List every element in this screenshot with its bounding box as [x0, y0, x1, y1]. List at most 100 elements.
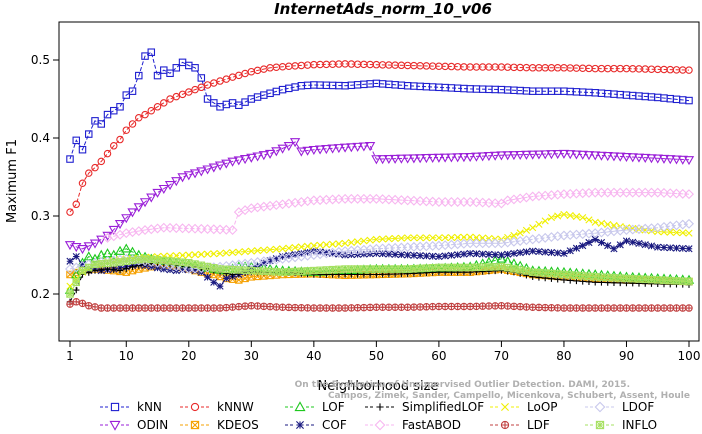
point-loop-59: [429, 234, 437, 242]
legend-label-kdeos: KDEOS: [217, 418, 259, 432]
point-ldf-46: [347, 304, 356, 312]
series-ldf: [66, 298, 693, 312]
point-knnw-6: [97, 157, 106, 166]
point-cof-75: [529, 247, 537, 255]
point-lof-10: [121, 243, 132, 253]
x-tick-label-30: 30: [244, 349, 259, 363]
point-inflo-72: [510, 265, 518, 273]
point-inflo-33: [266, 267, 274, 276]
point-inflo-23: [203, 262, 212, 271]
point-ldf-68: [485, 302, 493, 310]
point-inflo-78: [547, 269, 556, 278]
point-loop-28: [235, 248, 243, 256]
series-fastabod: [102, 187, 694, 243]
legend-marker-ldof: [594, 401, 606, 413]
point-knn-17: [166, 69, 174, 78]
point-cof-44: [335, 250, 343, 258]
point-cof-26: [222, 274, 230, 282]
point-inflo-54: [397, 265, 406, 273]
point-inflo-42: [322, 266, 331, 274]
legend-label-simplifiedlof: SimplifiedLOF: [402, 400, 484, 414]
point-ldf-2: [72, 298, 81, 306]
point-knn-23: [203, 95, 212, 103]
point-loop-29: [241, 247, 249, 256]
point-inflo-22: [197, 261, 206, 270]
point-cof-1: [66, 257, 74, 265]
point-inflo-13: [141, 255, 149, 263]
point-knn-18: [172, 64, 181, 72]
point-odin-10: [121, 214, 132, 224]
point-inflo-46: [347, 265, 356, 273]
point-odin-60: [433, 153, 445, 163]
legend-marker-simplifiedlof: [376, 403, 384, 411]
legend-marker-cof: [296, 421, 304, 429]
point-cof-82: [572, 244, 581, 252]
point-loop-37: [291, 243, 299, 252]
point-odin-43: [327, 144, 338, 154]
point-cof-76: [535, 247, 543, 256]
point-fastabod-68: [483, 197, 494, 208]
point-ldf-31: [253, 302, 262, 310]
point-cof-83: [579, 242, 587, 250]
point-odin-93: [640, 153, 651, 163]
point-fastabod-56: [408, 195, 419, 206]
legend-marker-knn: [110, 402, 120, 412]
series-inflo: [66, 255, 693, 298]
point-inflo-8: [110, 259, 118, 267]
point-ldf-96: [660, 304, 668, 312]
point-loop-26: [222, 249, 230, 257]
point-knn-2: [72, 136, 81, 145]
point-loop-50: [372, 235, 380, 243]
point-knn-13: [141, 52, 149, 60]
point-ldf-43: [328, 304, 337, 312]
point-inflo-47: [353, 265, 362, 273]
point-lof-70: [496, 253, 507, 263]
point-knnw-8: [110, 142, 118, 150]
point-inflo-18: [172, 257, 181, 266]
point-odin-25: [214, 161, 226, 171]
point-ldf-64: [460, 302, 468, 311]
point-inflo-59: [428, 264, 437, 272]
point-odin-41: [314, 145, 326, 155]
point-fastabod-52: [383, 194, 394, 205]
point-cof-97: [666, 244, 674, 252]
point-ldf-12: [135, 304, 143, 312]
point-odin-61: [440, 153, 451, 163]
point-inflo-25: [216, 265, 224, 273]
point-cof-41: [316, 248, 324, 256]
point-inflo-12: [135, 255, 143, 264]
point-inflo-55: [403, 265, 412, 273]
point-fastabod-65: [465, 196, 476, 207]
point-knnw-12: [135, 113, 143, 122]
legend-item-lof: LOF: [285, 400, 345, 414]
point-loop-83: [579, 213, 587, 222]
point-cof-58: [422, 252, 430, 260]
series-knnw: [66, 60, 693, 216]
point-odin-85: [590, 151, 601, 161]
point-odin-94: [646, 154, 657, 164]
legend-marker-inflo: [595, 420, 605, 430]
legend-item-knnw: kNNW: [180, 400, 254, 414]
point-cof-66: [472, 250, 481, 258]
point-ldf-73: [516, 302, 524, 311]
point-ldf-15: [153, 304, 162, 312]
point-inflo-48: [360, 265, 368, 273]
point-odin-58: [421, 154, 432, 164]
point-cof-94: [647, 242, 656, 250]
point-cof-80: [560, 249, 568, 258]
point-ldf-39: [303, 304, 312, 312]
point-knn-15: [153, 71, 162, 80]
point-ldf-97: [666, 304, 674, 312]
x-tick-label-80: 80: [556, 349, 571, 363]
legend-marker-odin: [109, 420, 121, 431]
point-loop-32: [260, 246, 268, 254]
point-inflo-63: [453, 263, 462, 272]
point-inflo-81: [566, 271, 574, 279]
legend-marker-knnw: [190, 402, 200, 412]
legend-marker-ldf: [500, 420, 510, 430]
point-simplifiedlof-10: [123, 265, 130, 272]
point-cof-84: [585, 238, 593, 247]
series-line-knn: [69, 51, 690, 160]
point-cof-69: [491, 251, 499, 259]
point-ldf-61: [441, 302, 449, 311]
